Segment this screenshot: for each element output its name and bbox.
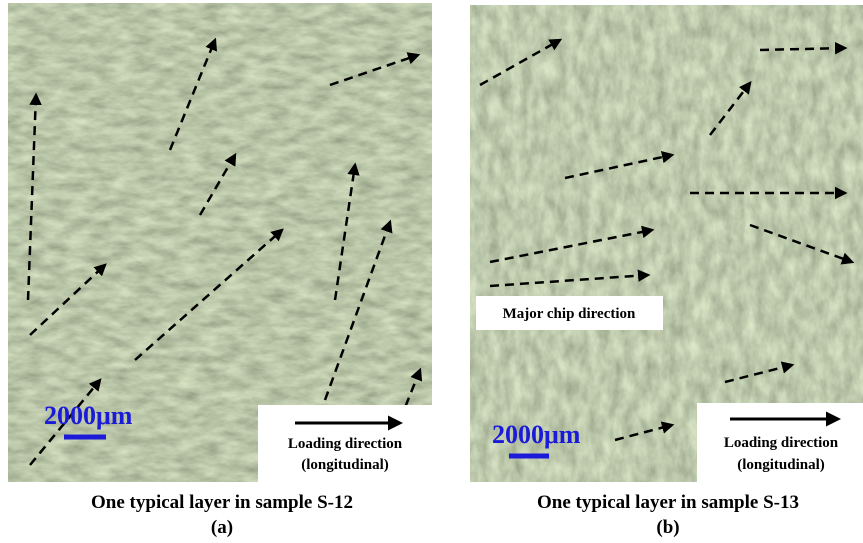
panel-letter: (b) <box>656 517 679 538</box>
scale-label: 2000μm <box>492 420 581 449</box>
loading-label: Loading direction <box>724 435 839 451</box>
panel-b: Major chip direction 2000μm Loading dire… <box>470 5 863 482</box>
caption: One typical layer in sample S-13 <box>537 492 799 513</box>
figure: 2000μm Loading direction (longitudinal) … <box>0 0 863 543</box>
caption: One typical layer in sample S-12 <box>91 492 353 513</box>
loading-label: Loading direction <box>288 436 403 452</box>
panel-a: 2000μm Loading direction (longitudinal) <box>8 3 432 482</box>
loading-sub: (longitudinal) <box>737 457 825 473</box>
scale-label: 2000μm <box>44 401 133 430</box>
panel-letter: (a) <box>211 517 233 538</box>
loading-sub: (longitudinal) <box>301 457 389 473</box>
annotation: Major chip direction <box>503 306 636 322</box>
